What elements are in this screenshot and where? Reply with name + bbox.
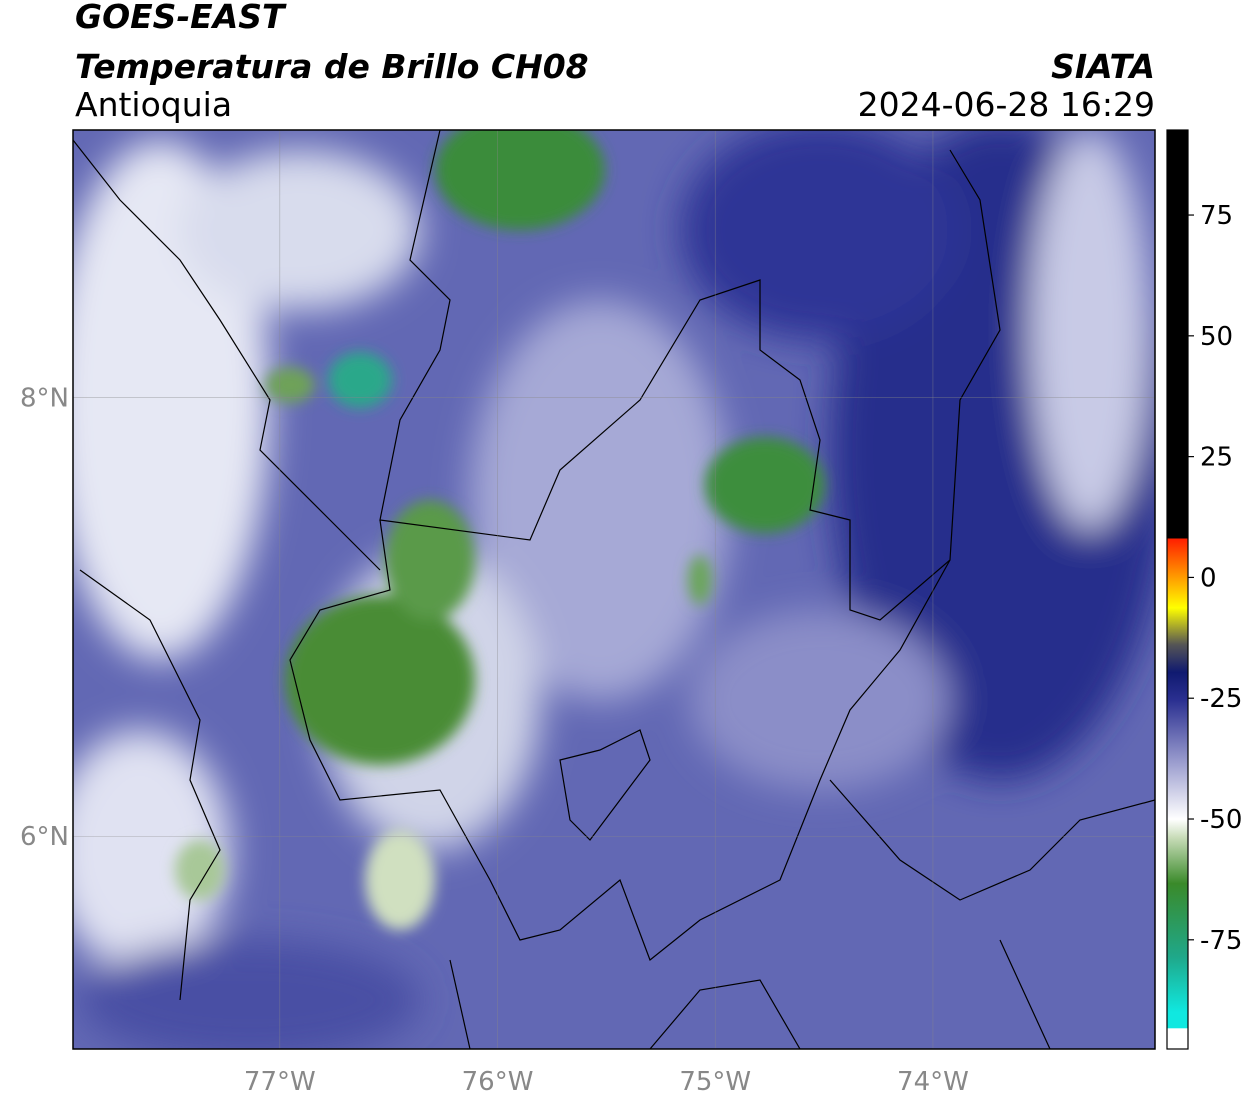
lon-tick-label: 75°W bbox=[679, 1067, 751, 1097]
colorbar-tick-label: 0 bbox=[1200, 563, 1217, 593]
source: SIATA bbox=[1051, 47, 1155, 86]
colorbar-tick-label: -50 bbox=[1200, 805, 1242, 835]
lat-tick-label: 8°N bbox=[20, 384, 69, 414]
colorbar-tick-label: 25 bbox=[1200, 443, 1233, 473]
satellite-title: GOES-EAST bbox=[75, 0, 287, 36]
satellite-image bbox=[73, 130, 1155, 1049]
colorbar-tick-label: 50 bbox=[1200, 322, 1233, 352]
colorbar-frame bbox=[1166, 129, 1189, 1050]
lon-tick-label: 76°W bbox=[462, 1067, 534, 1097]
region: Antioquia bbox=[75, 85, 232, 124]
colorbar-tick-label: 75 bbox=[1200, 201, 1233, 231]
lon-tick-label: 77°W bbox=[244, 1067, 316, 1097]
product-title: Temperatura de Brillo CH08 bbox=[75, 47, 589, 86]
colorbar-tick-label: -25 bbox=[1200, 684, 1242, 714]
timestamp: 2024-06-28 16:29 bbox=[858, 85, 1155, 124]
colorbar bbox=[1167, 130, 1188, 1049]
graticule bbox=[73, 130, 1155, 1049]
boundaries bbox=[73, 130, 1155, 1049]
lat-tick-label: 6°N bbox=[20, 822, 69, 852]
map-frame bbox=[72, 129, 1156, 1050]
colorbar-tick-label: -75 bbox=[1200, 926, 1242, 956]
lon-tick-label: 74°W bbox=[897, 1067, 969, 1097]
